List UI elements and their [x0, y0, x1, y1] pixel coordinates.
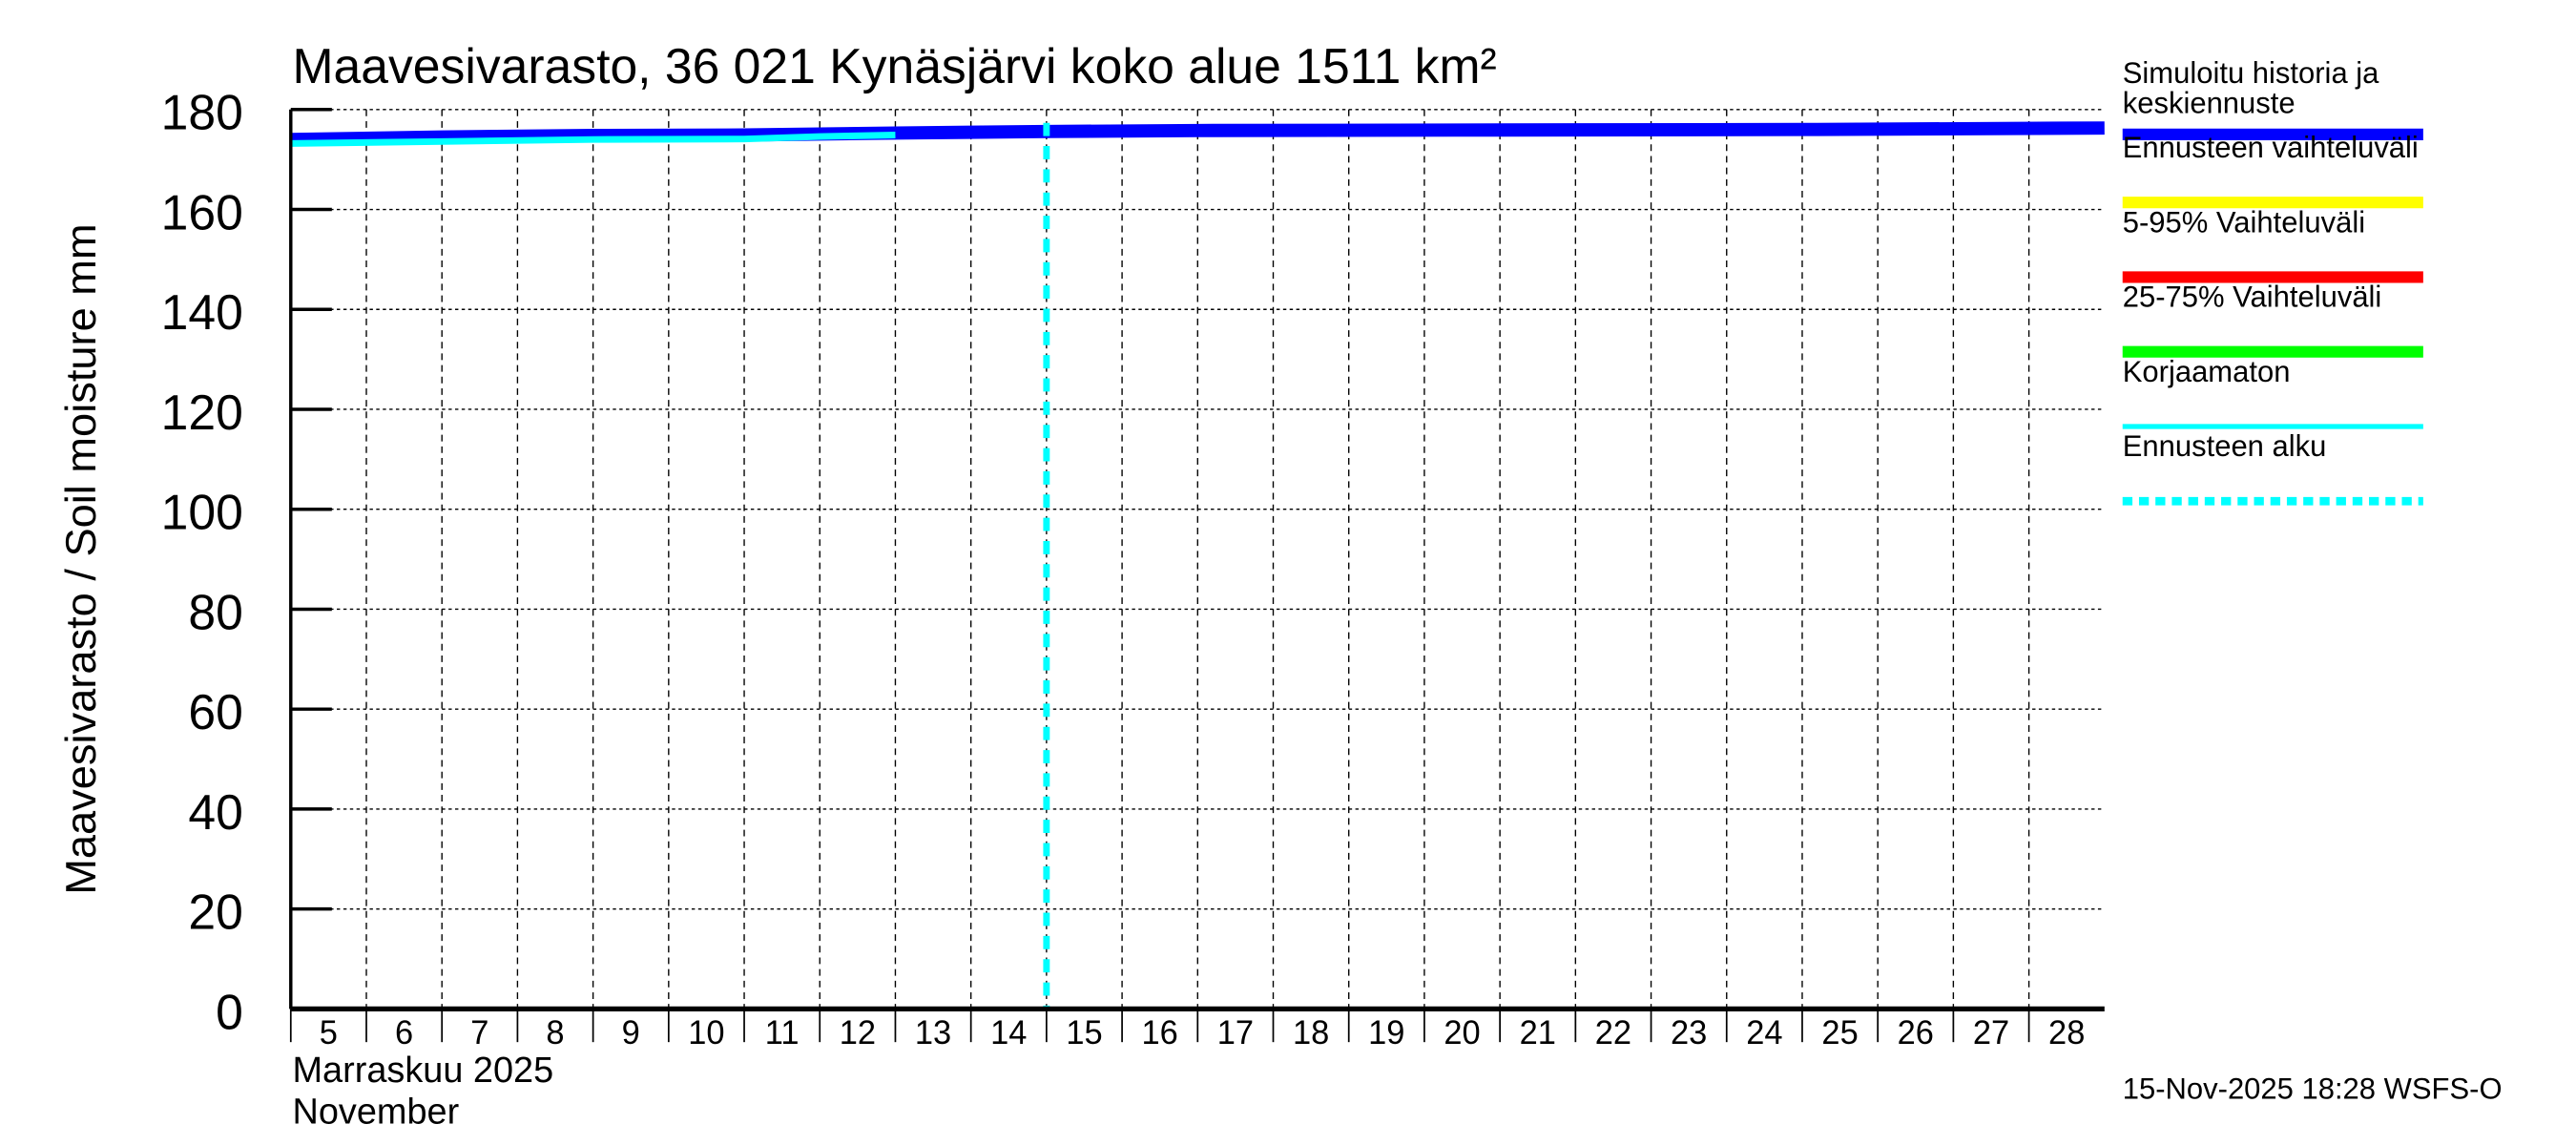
y-tick-label: 80 — [188, 585, 242, 640]
x-tick-label: 23 — [1671, 1015, 1707, 1051]
legend-label: 25-75% Vaihteluväli — [2123, 281, 2382, 314]
x-tick-label: 10 — [688, 1015, 724, 1051]
legend-label: 5-95% Vaihteluväli — [2123, 205, 2365, 239]
legend-label: Ennusteen vaihteluväli — [2123, 131, 2419, 164]
x-tick-label: 26 — [1898, 1015, 1934, 1051]
legend-label: Ennusteen alku — [2123, 429, 2327, 463]
axes: 0 20 40 60 80 100 120 140 160 180 5 6 7 8 9 10 11 12 13 14 1… — [161, 85, 2105, 1051]
x-tick-label: 24 — [1746, 1015, 1782, 1051]
grid — [290, 109, 2105, 1010]
x-tick-label: 6 — [395, 1015, 413, 1051]
x-tick-label: 27 — [1973, 1015, 2009, 1051]
x-tick-label: 9 — [622, 1015, 640, 1051]
x-axis-label-month: Marraskuu 2025 — [293, 1051, 554, 1091]
footer-timestamp: 15-Nov-2025 18:28 WSFS-O — [2123, 1072, 2503, 1105]
x-tick-label: 18 — [1293, 1015, 1329, 1051]
y-tick-label: 180 — [161, 85, 243, 140]
y-tick-label: 60 — [188, 685, 242, 740]
x-tick-label: 8 — [546, 1015, 564, 1051]
x-tick-label: 16 — [1142, 1015, 1178, 1051]
y-tick-label: 140 — [161, 285, 243, 341]
x-tick-label: 13 — [915, 1015, 951, 1051]
x-tick-label: 19 — [1368, 1015, 1404, 1051]
y-tick-label: 100 — [161, 485, 243, 540]
chart-title: Maavesivarasto, 36 021 Kynäsjärvi koko a… — [293, 39, 1497, 94]
legend-label: keskiennuste — [2123, 86, 2296, 119]
x-tick-label: 22 — [1595, 1015, 1631, 1051]
x-tick-label: 20 — [1444, 1015, 1480, 1051]
y-tick-label: 120 — [161, 385, 243, 441]
series-line — [290, 121, 2105, 147]
y-axis-label: Maavesivarasto / Soil moisture mm — [56, 223, 105, 894]
x-tick-label: 12 — [840, 1015, 876, 1051]
y-tick-label: 0 — [216, 985, 243, 1040]
x-tick-label: 14 — [990, 1015, 1027, 1051]
x-axis-label-english: November — [293, 1092, 460, 1132]
x-tick-label: 17 — [1217, 1015, 1254, 1051]
x-tick-label: 7 — [470, 1015, 488, 1051]
legend-label: Simuloitu historia ja — [2123, 56, 2379, 90]
x-tick-label: 15 — [1066, 1015, 1102, 1051]
series-group — [290, 121, 2105, 1010]
y-tick-label: 40 — [188, 785, 242, 841]
x-tick-label: 11 — [765, 1015, 800, 1051]
x-tick-label: 21 — [1520, 1015, 1556, 1051]
x-tick-label: 28 — [2048, 1015, 2085, 1051]
x-tick-label: 25 — [1821, 1015, 1858, 1051]
legend-label: Korjaamaton — [2123, 355, 2291, 388]
y-tick-label: 160 — [161, 185, 243, 240]
y-tick-label: 20 — [188, 885, 242, 940]
x-tick-label: 5 — [320, 1015, 338, 1051]
series-line — [290, 132, 896, 147]
